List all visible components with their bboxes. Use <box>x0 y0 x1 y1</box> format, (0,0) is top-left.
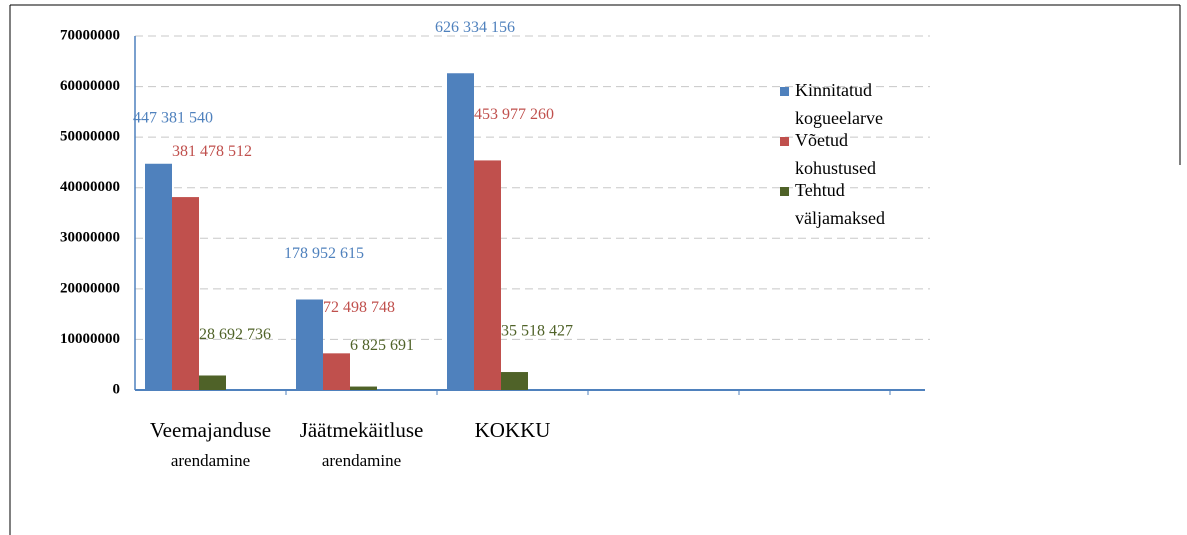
text-line: kogueelarve <box>795 108 883 128</box>
text-line: Veemajanduse <box>150 418 271 442</box>
y-tick-label: 70000000 <box>60 27 120 43</box>
legend-swatch <box>780 187 789 196</box>
bar <box>145 163 172 390</box>
bar <box>447 73 474 390</box>
y-tick-label: 10000000 <box>60 331 120 347</box>
text-line: arendamine <box>322 451 401 470</box>
text-line: kohustused <box>795 158 876 178</box>
text-line: Võetud <box>795 130 848 150</box>
x-tick-label: Jäätmekäitluse arendamine <box>300 418 424 470</box>
bar <box>501 372 528 390</box>
y-tick-label: 50000000 <box>60 129 120 145</box>
legend-swatch <box>780 87 789 96</box>
bar <box>296 299 323 390</box>
x-tick-label: Veemajanduse arendamine <box>150 418 271 470</box>
data-label: 178 952 615 <box>284 245 364 262</box>
legend-label: Võetud kohustused <box>795 130 876 178</box>
text-line: arendamine <box>171 451 250 470</box>
x-tick-label: KOKKU <box>475 418 551 442</box>
bar <box>172 197 199 390</box>
text-line: Tehtud <box>795 180 845 200</box>
y-tick-label: 60000000 <box>60 78 120 94</box>
data-label: 447 381 540 <box>133 109 213 126</box>
data-label: 453 977 260 <box>474 106 554 123</box>
text-line: Kinnitatud <box>795 80 872 100</box>
legend-swatch <box>780 137 789 146</box>
bar <box>474 160 501 390</box>
legend-label: Tehtud väljamaksed <box>795 180 885 228</box>
text-line: KOKKU <box>475 418 551 442</box>
data-label: 35 518 427 <box>501 323 573 340</box>
bar <box>199 375 226 390</box>
data-label: 72 498 748 <box>323 299 395 316</box>
y-tick-label: 0 <box>113 381 121 397</box>
y-tick-label: 20000000 <box>60 280 120 296</box>
data-label: 6 825 691 <box>350 337 414 354</box>
data-label: 626 334 156 <box>435 19 515 36</box>
legend-label: Kinnitatud kogueelarve <box>795 80 883 128</box>
bar <box>350 386 377 390</box>
y-tick-label: 40000000 <box>60 179 120 195</box>
text-line: väljamaksed <box>795 208 885 228</box>
data-label: 381 478 512 <box>172 143 252 160</box>
bar <box>323 353 350 390</box>
text-line: Jäätmekäitluse <box>300 418 424 442</box>
y-tick-label: 30000000 <box>60 230 120 246</box>
data-label: 28 692 736 <box>199 326 271 343</box>
